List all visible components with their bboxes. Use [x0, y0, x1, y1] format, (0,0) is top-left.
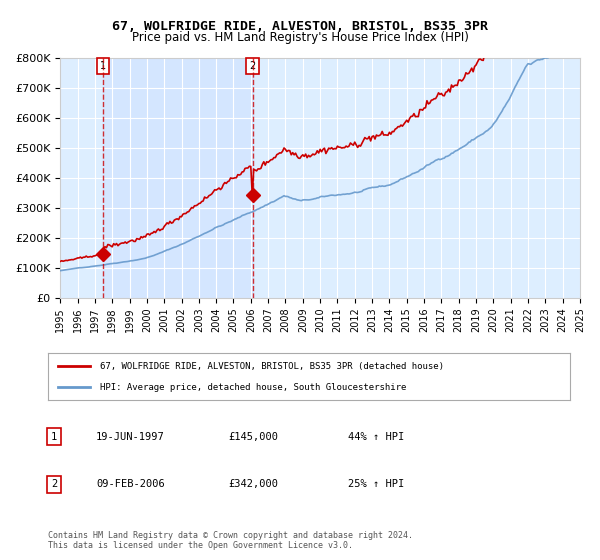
Text: £342,000: £342,000 [228, 479, 278, 489]
Text: Price paid vs. HM Land Registry's House Price Index (HPI): Price paid vs. HM Land Registry's House … [131, 31, 469, 44]
Text: 19-JUN-1997: 19-JUN-1997 [96, 432, 165, 442]
Text: 2: 2 [250, 60, 256, 71]
Text: HPI: Average price, detached house, South Gloucestershire: HPI: Average price, detached house, Sout… [100, 382, 407, 391]
Text: 44% ↑ HPI: 44% ↑ HPI [348, 432, 404, 442]
Text: Contains HM Land Registry data © Crown copyright and database right 2024.
This d: Contains HM Land Registry data © Crown c… [48, 530, 413, 550]
Text: 67, WOLFRIDGE RIDE, ALVESTON, BRISTOL, BS35 3PR: 67, WOLFRIDGE RIDE, ALVESTON, BRISTOL, B… [112, 20, 488, 32]
Text: 67, WOLFRIDGE RIDE, ALVESTON, BRISTOL, BS35 3PR (detached house): 67, WOLFRIDGE RIDE, ALVESTON, BRISTOL, B… [100, 362, 444, 371]
Text: 2: 2 [51, 479, 57, 489]
Text: 09-FEB-2006: 09-FEB-2006 [96, 479, 165, 489]
Text: £145,000: £145,000 [228, 432, 278, 442]
Text: 25% ↑ HPI: 25% ↑ HPI [348, 479, 404, 489]
Bar [103, 58, 253, 297]
Text: 1: 1 [100, 60, 106, 71]
Text: 1: 1 [51, 432, 57, 442]
